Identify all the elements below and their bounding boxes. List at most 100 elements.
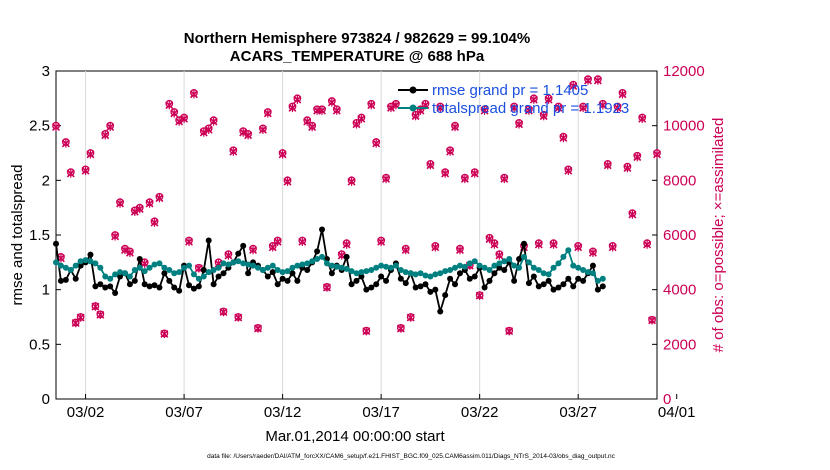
series-point (240, 242, 247, 249)
series-point (525, 259, 532, 266)
series-point (53, 259, 59, 266)
series-point (545, 271, 552, 278)
y-right-tick-label: 0 (663, 391, 671, 408)
series-point (452, 281, 459, 288)
series-point (269, 262, 276, 269)
series-point (555, 284, 562, 291)
series-point (186, 262, 193, 269)
obs-assimilated-marker (234, 313, 243, 322)
series-point (107, 275, 114, 282)
series-point (570, 262, 577, 269)
series-point (437, 270, 444, 277)
series-point (412, 271, 419, 278)
obs-assimilated-marker (451, 122, 459, 132)
obs-assimilated-marker (180, 114, 189, 124)
obs-assimilated-marker (593, 76, 602, 85)
obs-assimilated-marker (258, 125, 267, 134)
obs-assimilated-marker (96, 310, 105, 320)
series-point (254, 264, 261, 271)
series-point (599, 275, 606, 282)
series-point (585, 269, 592, 276)
series-point (540, 281, 547, 288)
obs-assimilated-marker (308, 122, 317, 132)
obs-assimilated-marker (362, 327, 371, 336)
series-point (338, 264, 345, 271)
series-point (156, 260, 163, 267)
series-point (486, 277, 493, 284)
series-point (131, 266, 138, 273)
series-point (383, 277, 390, 284)
series-point (289, 270, 296, 277)
obs-assimilated-marker (150, 218, 159, 227)
obs-assimilated-marker (500, 174, 509, 184)
series-point (92, 283, 99, 290)
obs-assimilated-marker (608, 243, 617, 252)
series-point (319, 226, 326, 233)
series-point (225, 261, 232, 268)
obs-assimilated-marker (263, 109, 272, 118)
x-axis-label: Mar.01,2014 00:00:00 start (265, 428, 445, 445)
series-point (422, 281, 429, 288)
series-point (535, 283, 542, 290)
obs-assimilated-marker (61, 139, 70, 148)
series-point (476, 262, 483, 269)
legend-spread-label: totalspread grand pr = 1.1923 (432, 100, 629, 117)
series-point (530, 273, 537, 280)
obs-assimilated-marker (510, 103, 519, 113)
series-point (442, 292, 449, 299)
series-point (269, 269, 276, 276)
obs-assimilated-marker (598, 100, 607, 110)
obs-assimilated-marker (101, 131, 110, 140)
obs-assimilated-marker (318, 106, 326, 115)
series-point (378, 273, 385, 280)
series-point (264, 273, 271, 280)
series-point (284, 277, 291, 284)
series-point (205, 269, 212, 276)
obs-assimilated-marker (648, 316, 657, 325)
obs-assimilated-marker (185, 237, 193, 247)
series-point (594, 286, 601, 293)
series-point (397, 266, 404, 273)
obs-assimilated-marker (273, 237, 282, 247)
chart-title-line2: ACARS_TEMPERATURE @ 688 hPa (230, 48, 485, 65)
series-point (141, 281, 148, 288)
series-point (348, 281, 355, 288)
y-right-tick-label: 10000 (663, 118, 705, 135)
series-point (195, 283, 202, 290)
series-point (550, 286, 557, 293)
y-right-tick-label: 2000 (663, 336, 696, 353)
series-point (501, 258, 508, 265)
series-point (294, 262, 301, 269)
series-point (264, 264, 271, 271)
obs-assimilated-marker (66, 169, 75, 178)
y-left-tick-label: 1 (42, 282, 50, 299)
series-point (171, 284, 178, 291)
series-point (220, 260, 227, 267)
y-left-tick-label: 0 (42, 391, 50, 408)
legend-rmse-marker (409, 86, 417, 94)
series-point (481, 284, 488, 291)
footer-datafile: data file: /Users/raeder/DAI/ATM_forcXX/… (207, 453, 616, 460)
x-tick-label: 04/01 (658, 404, 696, 421)
obs-assimilated-marker (436, 103, 445, 113)
series-point (176, 269, 183, 276)
series-point (501, 266, 508, 273)
series-point (210, 281, 217, 288)
series-point (471, 258, 478, 265)
obs-assimilated-marker (86, 150, 95, 159)
obs-assimilated-marker (584, 76, 592, 85)
series-point (151, 261, 158, 268)
series-point (525, 280, 532, 287)
series-point (289, 264, 296, 271)
x-tick-label: 03/07 (165, 404, 203, 421)
obs-assimilated-marker (475, 291, 484, 300)
series-point (190, 285, 197, 292)
series-point (368, 266, 375, 273)
series-point (491, 262, 498, 269)
obs-assimilated-marker (224, 251, 233, 260)
series-point (343, 265, 350, 272)
series-point (594, 277, 601, 284)
series-point (368, 284, 375, 291)
series-point (250, 262, 257, 269)
